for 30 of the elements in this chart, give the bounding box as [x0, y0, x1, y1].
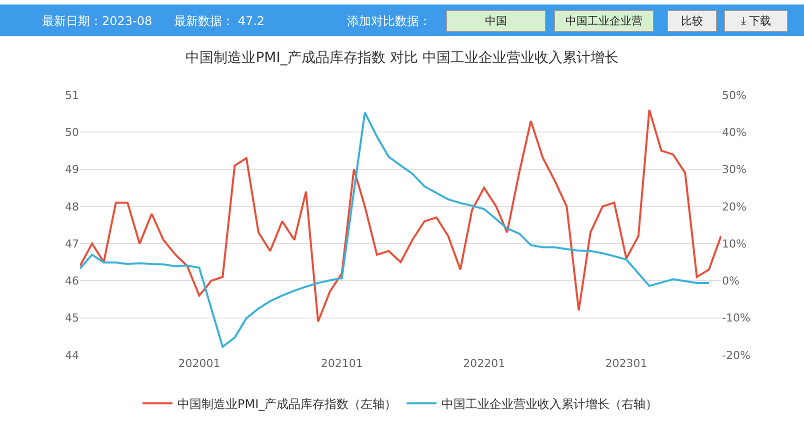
y-tick-label: 51	[65, 88, 79, 102]
text: 比较	[681, 14, 703, 28]
x-tick-label: 202101	[320, 357, 363, 370]
y-tick-label: 47	[65, 237, 79, 250]
y-tick-label: 46	[65, 274, 79, 288]
text: 最新日期：2023-08	[42, 14, 152, 28]
x-tick-label: 202201	[463, 357, 506, 370]
text: 中国	[485, 14, 507, 28]
y2-tick-label: 0%	[722, 274, 740, 288]
y2-tick-label: 40%	[722, 126, 746, 139]
y2-tick-label: -10%	[722, 312, 750, 325]
y-tick-label: 48	[65, 200, 79, 214]
x-tick-label: 202001	[178, 357, 220, 370]
y2-tick-label: 50%	[722, 88, 746, 102]
text: 中国工业企业营	[566, 14, 642, 28]
legend-label: 中国制造业PMI_产成品库存指数（左轴）	[178, 396, 397, 411]
y2-tick-label: -20%	[722, 348, 750, 362]
x-tick-label: 202301	[605, 357, 648, 370]
y-tick-label: 49	[65, 163, 79, 176]
y-tick-label: 44	[65, 348, 79, 362]
y2-tick-label: 10%	[722, 237, 746, 250]
legend-label: 中国工业企业营业收入累计增长（右轴）	[442, 396, 658, 411]
y-tick-label: 45	[65, 312, 79, 325]
text: 添加对比数据：	[347, 14, 431, 28]
chart-title: 中国制造业PMI_产成品库存指数 对比 中国工业企业营业收入累计增长	[186, 50, 618, 66]
text: ⤓ 下载	[740, 14, 772, 28]
text: 最新数据： 47.2	[174, 14, 265, 28]
y-tick-label: 50	[65, 126, 79, 139]
y2-tick-label: 20%	[722, 200, 746, 214]
y2-tick-label: 30%	[722, 163, 746, 176]
